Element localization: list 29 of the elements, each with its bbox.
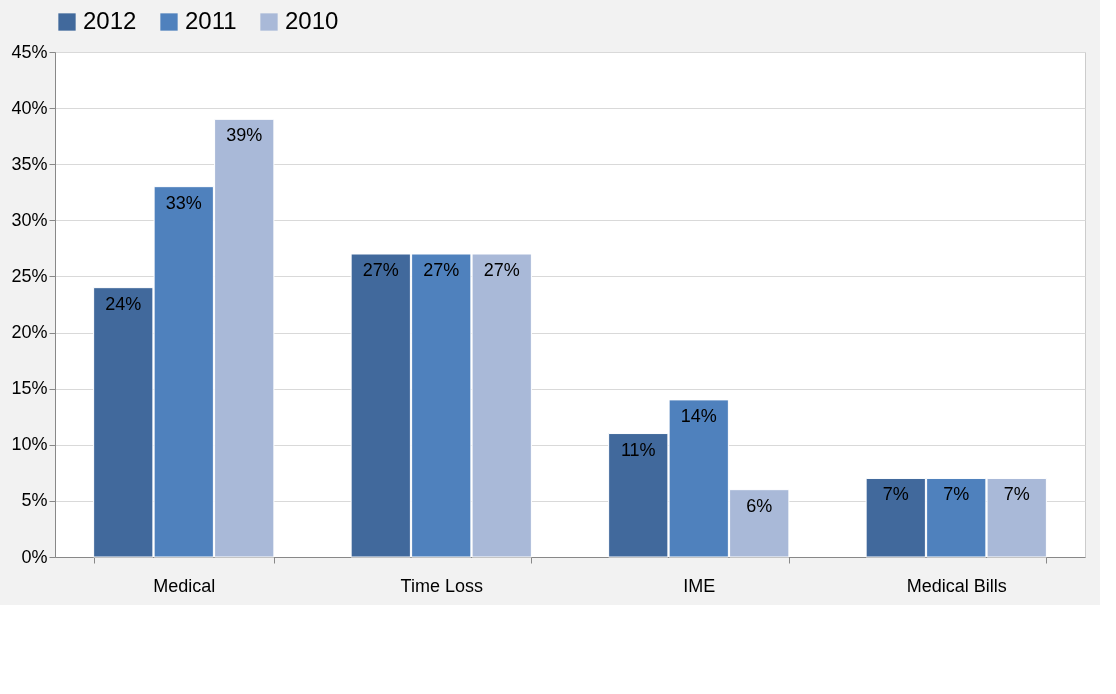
data-label: 27%	[423, 260, 460, 280]
data-label: 24%	[105, 293, 142, 314]
x-tick-label: Medical	[153, 575, 216, 596]
legend-label: 2012	[83, 7, 137, 34]
data-label: 39%	[226, 125, 263, 146]
x-tick-label: Medical Bills	[906, 575, 1007, 596]
y-tick-label: 40%	[11, 97, 48, 118]
y-tick-label: 25%	[11, 265, 48, 286]
data-label: 7%	[943, 484, 970, 505]
y-tick-label: 20%	[11, 322, 48, 343]
data-label: 7%	[882, 484, 909, 505]
y-tick-label: 10%	[11, 434, 48, 455]
y-tick-label: 15%	[11, 378, 48, 399]
data-label: 14%	[680, 405, 717, 426]
y-tick-label: 35%	[11, 153, 48, 174]
y-tick-label: 30%	[11, 209, 48, 230]
data-label: 6%	[746, 495, 773, 516]
data-label: 7%	[1003, 484, 1030, 505]
data-label: 11%	[620, 439, 656, 460]
y-tick-label: 0%	[21, 546, 48, 567]
data-label: 27%	[362, 260, 399, 280]
legend-label: 2010	[285, 7, 339, 34]
y-tick-label: 5%	[21, 490, 48, 511]
legend-label: 2011	[185, 7, 237, 34]
x-tick-label: Time Loss	[400, 575, 483, 596]
data-label: 33%	[165, 192, 202, 213]
x-tick-label: IME	[683, 575, 716, 596]
data-label: 27%	[483, 260, 520, 280]
y-tick-label: 45%	[11, 41, 48, 62]
